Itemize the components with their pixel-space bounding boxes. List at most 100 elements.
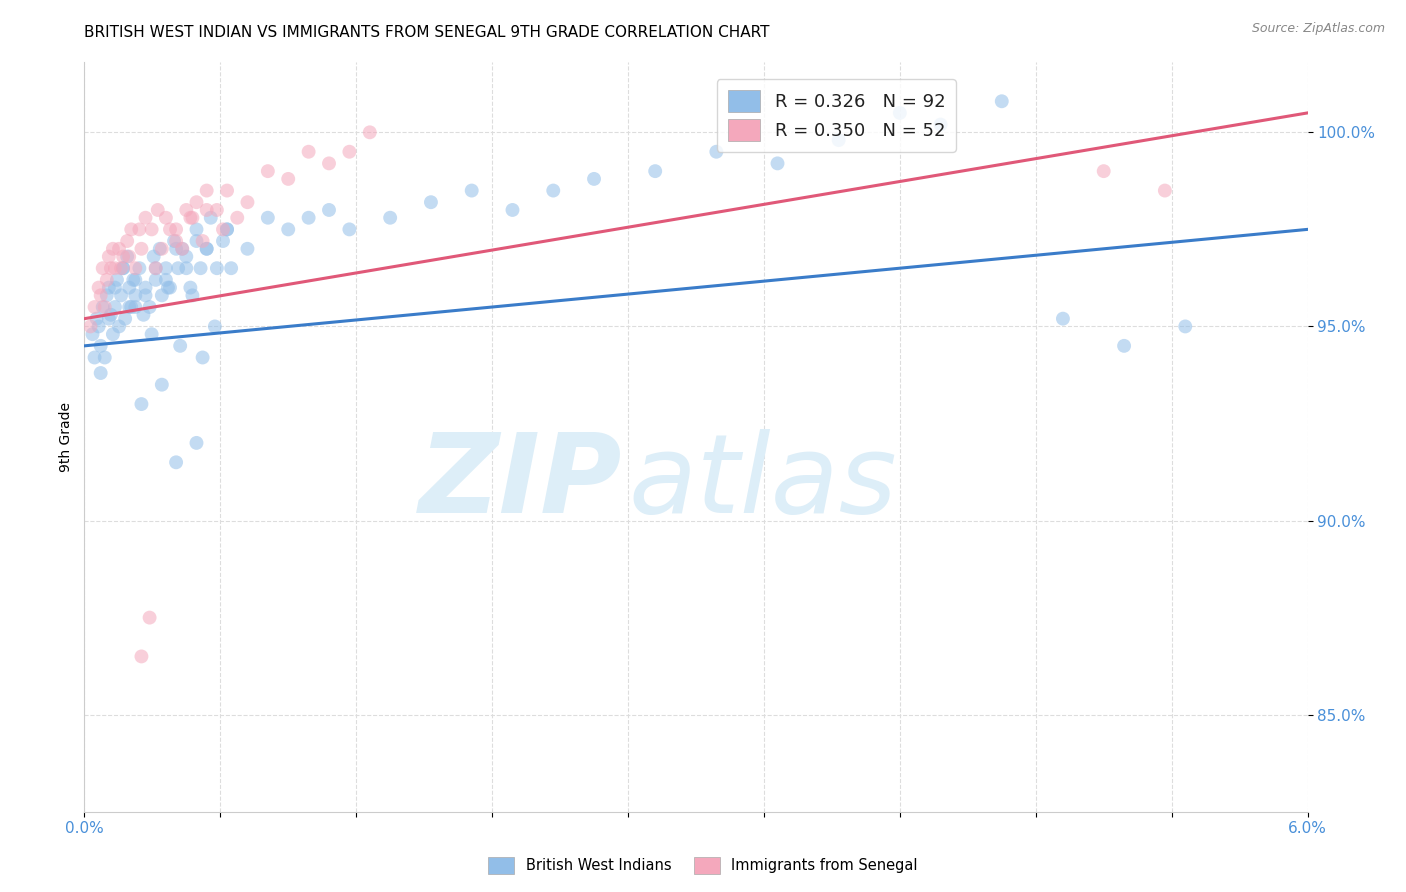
- Point: [112, 261, 135, 276]
- Point: [146, 202, 169, 217]
- Point: [155, 261, 177, 276]
- Point: [217, 222, 239, 236]
- Point: [339, 222, 361, 236]
- Point: [110, 288, 132, 302]
- Point: [105, 273, 128, 287]
- Point: [929, 118, 952, 132]
- Point: [174, 250, 197, 264]
- Point: [145, 261, 167, 276]
- Point: [543, 184, 565, 198]
- Point: [583, 172, 606, 186]
- Point: [114, 311, 136, 326]
- Point: [204, 319, 226, 334]
- Point: [97, 311, 120, 326]
- Point: [706, 145, 728, 159]
- Point: [1114, 339, 1136, 353]
- Point: [155, 211, 177, 225]
- Point: [97, 280, 120, 294]
- Point: [122, 273, 145, 287]
- Point: [100, 261, 122, 276]
- Point: [128, 261, 150, 276]
- Point: [1174, 319, 1197, 334]
- Point: [298, 145, 321, 159]
- Legend: R = 0.326   N = 92, R = 0.350   N = 52: R = 0.326 N = 92, R = 0.350 N = 52: [717, 79, 956, 152]
- Point: [124, 261, 146, 276]
- Point: [115, 250, 138, 264]
- Point: [236, 195, 259, 210]
- Point: [91, 300, 114, 314]
- Point: [135, 280, 157, 294]
- Point: [165, 234, 187, 248]
- Point: [205, 261, 228, 276]
- Point: [124, 288, 146, 302]
- Point: [277, 172, 299, 186]
- Point: [226, 211, 249, 225]
- Point: [257, 211, 280, 225]
- Point: [195, 184, 218, 198]
- Point: [101, 242, 124, 256]
- Point: [461, 184, 484, 198]
- Point: [150, 377, 173, 392]
- Point: [145, 273, 167, 287]
- Point: [90, 339, 112, 353]
- Point: [135, 211, 157, 225]
- Point: [190, 261, 212, 276]
- Point: [167, 261, 190, 276]
- Point: [118, 250, 141, 264]
- Point: [165, 222, 187, 236]
- Point: [163, 234, 186, 248]
- Point: [128, 222, 150, 236]
- Point: [108, 319, 131, 334]
- Point: [1154, 184, 1177, 198]
- Point: [318, 156, 340, 170]
- Point: [186, 234, 208, 248]
- Point: [889, 106, 911, 120]
- Point: [86, 311, 108, 326]
- Point: [156, 280, 179, 294]
- Point: [195, 242, 218, 256]
- Point: [112, 261, 135, 276]
- Point: [104, 280, 127, 294]
- Point: [104, 261, 127, 276]
- Point: [118, 300, 141, 314]
- Point: [120, 222, 142, 236]
- Point: [124, 300, 146, 314]
- Point: [159, 222, 181, 236]
- Point: [1052, 311, 1074, 326]
- Point: [205, 202, 228, 217]
- Point: [219, 261, 242, 276]
- Point: [766, 156, 789, 170]
- Point: [83, 300, 105, 314]
- Point: [87, 280, 110, 294]
- Text: ZIP: ZIP: [419, 428, 623, 535]
- Point: [150, 242, 173, 256]
- Point: [83, 351, 105, 365]
- Point: [91, 261, 114, 276]
- Point: [298, 211, 321, 225]
- Point: [141, 222, 163, 236]
- Point: [142, 250, 165, 264]
- Text: Source: ZipAtlas.com: Source: ZipAtlas.com: [1251, 22, 1385, 36]
- Point: [420, 195, 443, 210]
- Point: [502, 202, 524, 217]
- Point: [110, 261, 132, 276]
- Point: [181, 288, 204, 302]
- Point: [200, 211, 222, 225]
- Point: [97, 250, 120, 264]
- Point: [138, 300, 160, 314]
- Point: [217, 222, 239, 236]
- Point: [828, 133, 851, 147]
- Point: [186, 195, 208, 210]
- Point: [236, 242, 259, 256]
- Point: [93, 351, 115, 365]
- Point: [174, 202, 197, 217]
- Point: [131, 242, 153, 256]
- Point: [138, 610, 160, 624]
- Point: [1092, 164, 1115, 178]
- Point: [145, 261, 167, 276]
- Point: [115, 234, 138, 248]
- Point: [186, 222, 208, 236]
- Point: [195, 242, 218, 256]
- Point: [165, 242, 187, 256]
- Point: [212, 234, 235, 248]
